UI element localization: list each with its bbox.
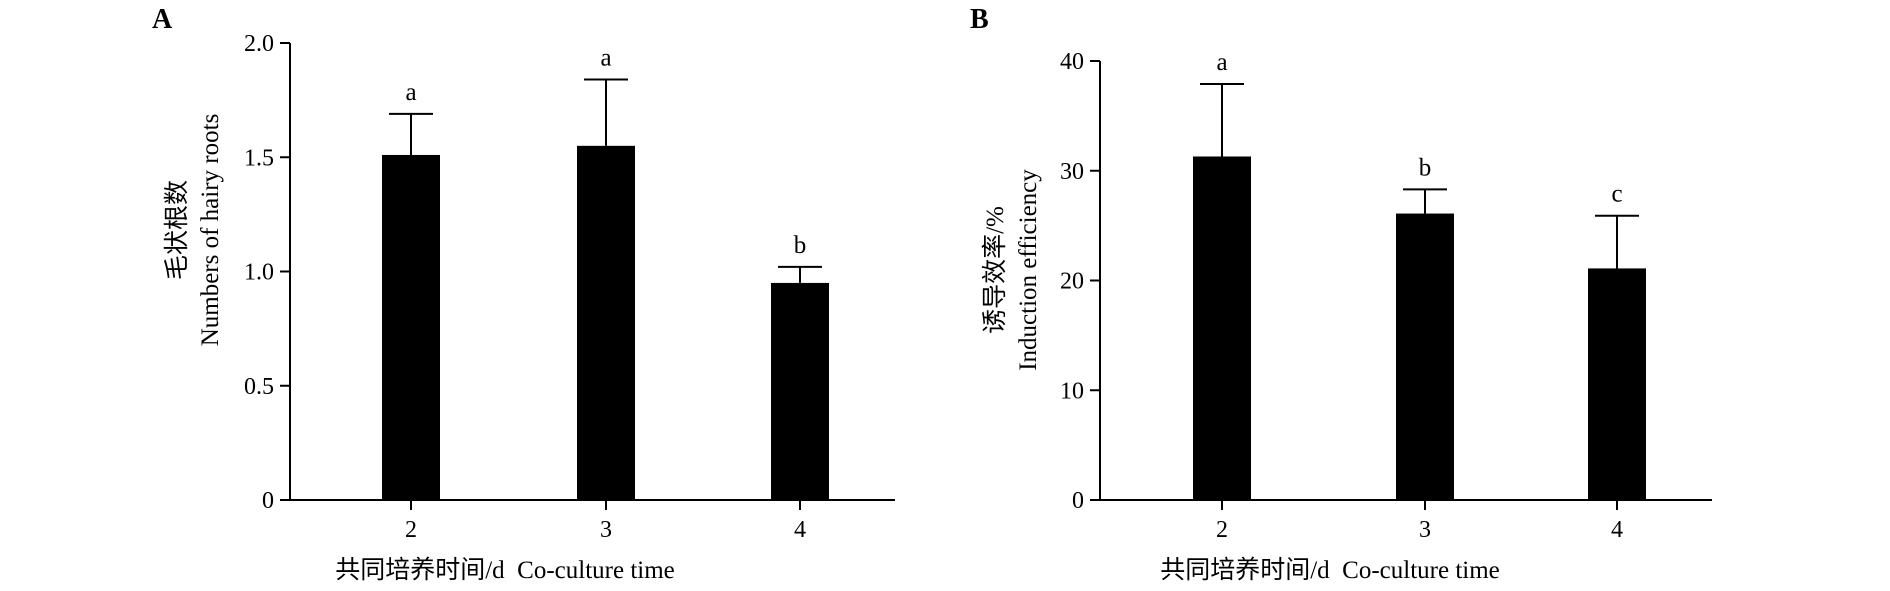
y-tick-label: 20: [1060, 269, 1084, 295]
x-tick-label: 2: [1216, 517, 1228, 543]
bar: [1193, 156, 1251, 501]
significance-label: b: [794, 232, 807, 259]
x-tick-label: 4: [1611, 517, 1623, 543]
y-tick-label: 0: [1072, 488, 1084, 514]
x-axis-title-b: 共同培养时间/d Co-culture time: [1160, 556, 1500, 584]
y-axis-title-cn-a: 毛状根数: [163, 180, 191, 280]
bar: [382, 154, 440, 500]
bar: [1588, 268, 1646, 500]
bar: [771, 282, 829, 500]
bar: [1396, 213, 1454, 501]
y-axis-title-cn-b: 诱导效率/%: [981, 206, 1009, 334]
x-tick-label: 4: [794, 517, 806, 543]
y-tick-label: 1.5: [244, 145, 274, 171]
y-tick-label: 1.0: [244, 260, 274, 286]
chart-panel-a: A 毛状根数 Numbers of hairy roots 共同培养时间/d C…: [152, 4, 895, 584]
y-tick-label: 10: [1060, 378, 1084, 404]
x-tick-label: 3: [1419, 517, 1431, 543]
y-axis-title-en-a: Numbers of hairy roots: [197, 114, 224, 347]
y-tick-label: 2.0: [244, 31, 274, 57]
panel-label-a: A: [152, 4, 173, 35]
y-tick-label: 0: [262, 488, 274, 514]
y-tick-label: 0.5: [244, 374, 274, 400]
x-tick-label: 2: [405, 517, 417, 543]
significance-label: a: [600, 45, 611, 72]
chart-panel-b: B 诱导效率/% Induction efficiency 共同培养时间/d C…: [970, 4, 1712, 584]
x-axis-title-a: 共同培养时间/d Co-culture time: [335, 556, 675, 584]
significance-label: b: [1419, 154, 1432, 181]
significance-label: a: [1216, 49, 1227, 76]
significance-label: c: [1611, 181, 1622, 208]
panel-label-b: B: [970, 4, 989, 35]
y-tick-label: 30: [1060, 159, 1084, 185]
bar: [577, 145, 635, 500]
y-tick-label: 40: [1060, 49, 1084, 75]
significance-label: a: [405, 79, 416, 106]
x-tick-label: 3: [600, 517, 612, 543]
y-axis-title-en-b: Induction efficiency: [1015, 169, 1042, 371]
